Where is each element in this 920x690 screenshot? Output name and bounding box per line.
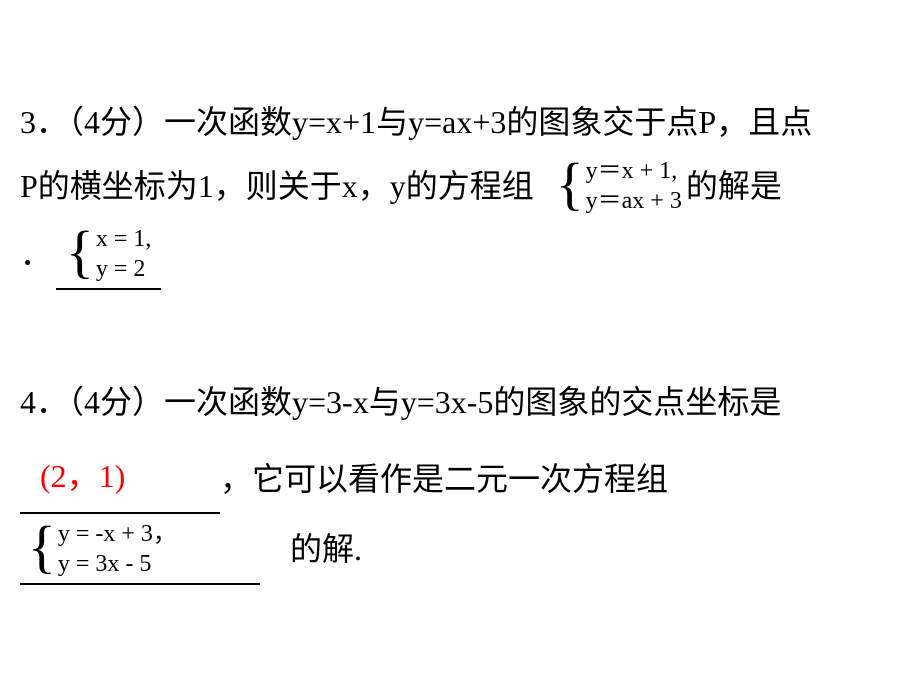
p3-period: ． [20,222,52,286]
p3-answer-system: { x = 1, y = 2 [66,224,151,284]
brace-icon: { [556,155,584,213]
p3-sys-eq1: y＝x + 1, [586,156,682,186]
p3-sys-eq2: y＝ax + 3 [586,186,682,216]
p3-equation-system: { y＝x + 1, y＝ax + 3 [556,156,682,216]
page-content: 3．（4分）一次函数y=x+1与y=ax+3的图象交于点P，且点 P的横坐标为1… [0,0,920,685]
p4-ans2-eq1: y = -x + 3， [58,519,177,549]
p3-line2: P的横坐标为1，则关于x，y的方程组 { y＝x + 1, y＝ax + 3 的… [20,154,900,218]
p3-ans-eq1: x = 1, [96,224,152,254]
problem-3: 3．（4分）一次函数y=x+1与y=ax+3的图象交于点P，且点 P的横坐标为1… [20,90,900,290]
p4-text-2b: ，它可以看作是二元一次方程组 [220,447,668,511]
problem-4: 4．（4分）一次函数y=3-x与y=3x-5的图象的交点坐标是 (2，1) ，它… [20,370,900,586]
p3-text-2a: P的横坐标为1，则关于x，y的方程组 [20,154,534,218]
brace-icon: { [66,223,94,281]
p3-line1: 3．（4分）一次函数y=x+1与y=ax+3的图象交于点P，且点 [20,90,900,154]
p3-line3: ． { x = 1, y = 2 [20,218,900,290]
p4-answer1: (2，1) [24,452,141,500]
brace-icon: { [28,518,56,576]
p3-ans-eq2: y = 2 [96,254,152,284]
p4-answer1-blank: (2，1) [20,444,220,514]
p3-answer-blank: { x = 1, y = 2 [56,218,161,290]
p4-line2: (2，1) ，它可以看作是二元一次方程组 [20,444,900,514]
p4-line3: { y = -x + 3， y = 3x - 5 的解. [20,514,900,586]
p4-answer2-system: { y = -x + 3， y = 3x - 5 [28,519,177,579]
p4-line1: 4．（4分）一次函数y=3-x与y=3x-5的图象的交点坐标是 [20,370,900,434]
p4-text-1: 4．（4分）一次函数y=3-x与y=3x-5的图象的交点坐标是 [20,370,781,434]
p3-text-2b: 的解是 [686,154,782,218]
p4-answer2-blank: { y = -x + 3， y = 3x - 5 [20,514,260,586]
p4-ans2-eq2: y = 3x - 5 [58,549,177,579]
p3-text-1: 3．（4分）一次函数y=x+1与y=ax+3的图象交于点P，且点 [20,90,812,154]
p4-text-3b: 的解. [290,517,362,581]
